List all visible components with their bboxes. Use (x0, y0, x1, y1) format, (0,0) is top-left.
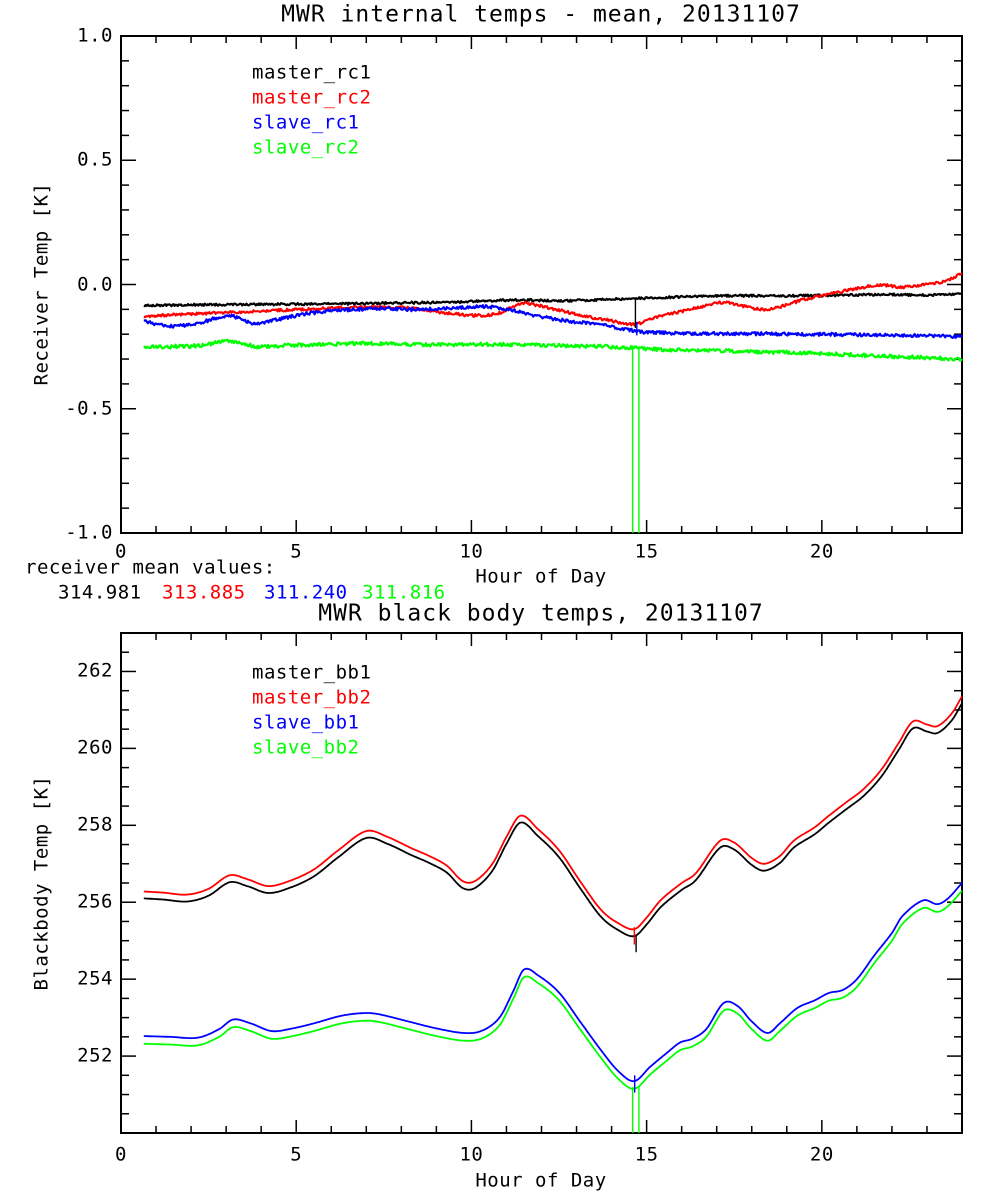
x-tick-label: 5 (290, 1143, 303, 1166)
series-master_bb2 (143, 696, 963, 931)
y-tick-label: 262 (77, 659, 113, 682)
series-master_rc2 (143, 272, 963, 327)
top-chart-title: MWR internal temps - mean, 20131107 (281, 1, 801, 28)
x-tick-label: 20 (809, 1143, 834, 1166)
legend-item-master_bb2: master_bb2 (252, 686, 372, 709)
legend-item-slave_rc1: slave_rc1 (252, 111, 360, 134)
plot-box (120, 35, 963, 534)
top-chart-xlabel: Hour of Day (475, 565, 607, 588)
legend-item-master_rc2: master_rc2 (252, 86, 372, 109)
series-slave_bb1 (143, 882, 963, 1082)
x-tick-label: 0 (115, 540, 127, 563)
legend-item-master_bb1: master_bb1 (252, 661, 372, 684)
y-tick-label: 254 (77, 967, 113, 990)
y-tick-label: 258 (77, 813, 113, 836)
legend-item-slave_bb2: slave_bb2 (252, 736, 360, 759)
top-chart-ylabel: Receiver Temp [K] (30, 182, 53, 386)
x-tick-label: 10 (459, 540, 484, 563)
plot-box (120, 632, 963, 1134)
y-tick-label: 260 (77, 736, 113, 759)
series-slave_rc2 (143, 338, 963, 362)
series-master_rc1 (143, 292, 963, 308)
series-slave_bb2 (143, 890, 963, 1090)
y-tick-label: -0.5 (65, 397, 113, 420)
bottom-chart-ylabel: Blackbody Temp [K] (30, 775, 53, 991)
legend-item-master_rc1: master_rc1 (252, 61, 372, 84)
receiver-mean-slave_rc1: 311.240 (264, 581, 348, 604)
y-tick-label: 1.0 (77, 24, 113, 47)
x-tick-label: 0 (115, 1143, 127, 1166)
bottom-chart-title: MWR black body temps, 20131107 (318, 600, 764, 627)
x-tick-label: 15 (634, 1143, 659, 1166)
series-slave_rc1 (143, 304, 963, 339)
receiver-mean-master_rc2: 313.885 (162, 581, 246, 604)
legend-item-slave_bb1: slave_bb1 (252, 711, 360, 734)
receiver-means-label: receiver mean values: (25, 556, 276, 579)
series-master_bb1 (143, 702, 963, 938)
y-tick-label: 0.5 (77, 148, 113, 171)
x-tick-label: 20 (809, 540, 834, 563)
receiver-mean-slave_rc2: 311.816 (362, 581, 446, 604)
x-tick-label: 15 (634, 540, 659, 563)
y-tick-label: 252 (77, 1044, 113, 1067)
x-tick-label: 5 (290, 540, 303, 563)
bottom-chart-xlabel: Hour of Day (475, 1169, 607, 1192)
x-tick-label: 10 (459, 1143, 484, 1166)
legend-item-slave_rc2: slave_rc2 (252, 136, 360, 159)
y-tick-label: 256 (77, 890, 113, 913)
y-tick-label: -1.0 (65, 521, 113, 544)
y-tick-label: 0.0 (77, 273, 113, 295)
receiver-mean-master_rc1: 314.981 (58, 581, 142, 604)
